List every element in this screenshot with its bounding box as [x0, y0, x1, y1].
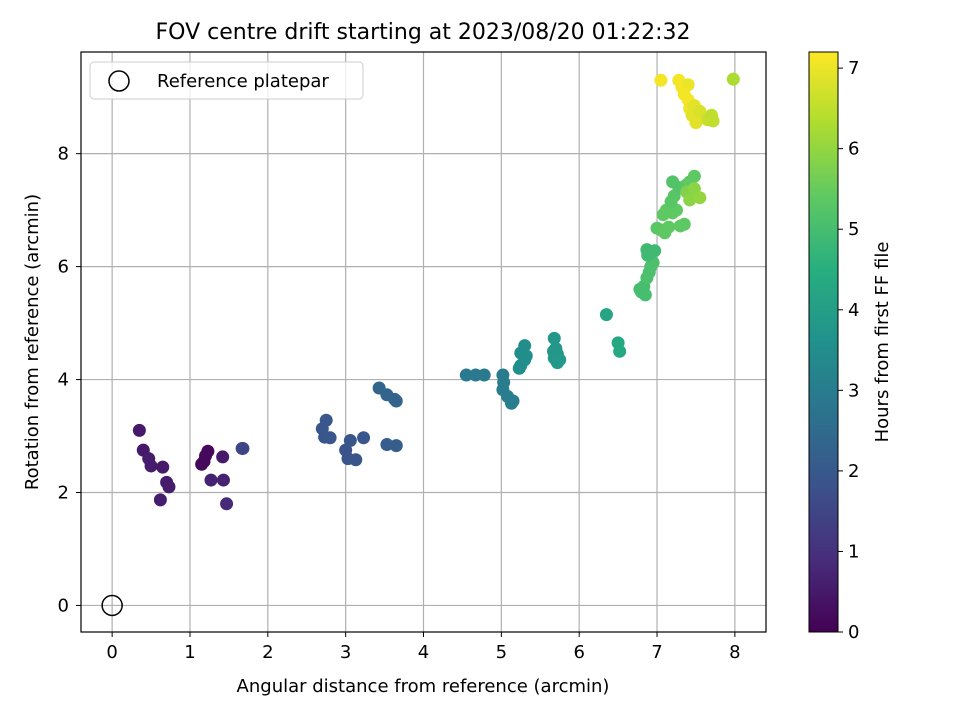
y-tick-label: 8 — [58, 144, 69, 165]
colorbar-ticks: 0 1 2 3 4 5 6 7 — [838, 58, 859, 643]
y-axis-ticks: 0 2 4 6 8 — [58, 144, 81, 616]
y-axis-label: Rotation from reference (arcmin) — [22, 194, 43, 490]
data-point — [216, 450, 230, 464]
data-point — [648, 244, 662, 258]
data-point — [662, 220, 676, 234]
colorbar-tick-label: 1 — [848, 541, 859, 562]
colorbar-tick-label: 7 — [848, 58, 859, 79]
data-point — [319, 413, 333, 427]
y-tick-label: 0 — [58, 595, 69, 616]
x-axis-label: Angular distance from reference (arcmin) — [237, 676, 610, 697]
data-point — [156, 460, 170, 474]
data-point — [654, 73, 668, 87]
x-tick-label: 3 — [340, 642, 351, 663]
data-points — [132, 72, 740, 511]
colorbar-tick-label: 0 — [848, 622, 859, 643]
data-point — [349, 453, 363, 467]
x-tick-label: 8 — [729, 642, 740, 663]
data-point — [216, 473, 230, 487]
data-point — [599, 308, 613, 322]
colorbar-gradient — [808, 51, 839, 633]
colorbar-tick-label: 4 — [848, 300, 859, 321]
colorbar-tick-label: 3 — [848, 380, 859, 401]
y-tick-label: 6 — [58, 257, 69, 278]
x-tick-label: 6 — [573, 642, 584, 663]
data-point — [613, 344, 627, 358]
data-point — [220, 497, 234, 511]
reference-platepar-marker — [101, 594, 123, 617]
data-point — [389, 439, 403, 453]
data-point — [677, 217, 691, 231]
data-point — [519, 349, 533, 363]
colorbar-tick-label: 5 — [848, 219, 859, 240]
data-point — [546, 344, 560, 358]
y-tick-label: 2 — [58, 483, 69, 504]
data-point — [343, 434, 357, 448]
colorbar: 0 1 2 3 4 5 6 7 Hours from first FF file — [808, 51, 893, 643]
legend-box — [89, 61, 364, 100]
data-point — [153, 493, 167, 507]
data-point — [693, 104, 707, 118]
legend-entry-reference-platepar: Reference platepar — [157, 71, 329, 92]
data-point — [323, 431, 337, 445]
data-point — [144, 459, 158, 473]
data-point — [357, 431, 371, 445]
data-point — [459, 368, 473, 382]
data-point — [201, 444, 215, 458]
data-point — [389, 394, 403, 408]
data-point — [547, 331, 561, 345]
chart-title: FOV centre drift starting at 2023/08/20 … — [156, 20, 691, 45]
data-point — [706, 114, 720, 128]
data-point — [504, 396, 518, 410]
colorbar-tick-label: 6 — [848, 139, 859, 160]
grid — [81, 52, 766, 632]
data-point — [693, 191, 707, 205]
data-point — [689, 116, 703, 130]
data-point — [204, 473, 218, 487]
data-point — [518, 339, 532, 353]
x-tick-label: 2 — [262, 642, 273, 663]
colorbar-label: Hours from first FF file — [872, 242, 893, 443]
legend: Reference platepar — [89, 61, 364, 100]
x-tick-label: 5 — [496, 642, 507, 663]
x-tick-label: 1 — [184, 642, 195, 663]
colorbar-tick-label: 2 — [848, 461, 859, 482]
x-tick-label: 7 — [651, 642, 662, 663]
data-point — [236, 441, 250, 455]
x-tick-label: 4 — [418, 642, 429, 663]
y-tick-label: 4 — [58, 370, 69, 391]
data-point — [687, 169, 701, 183]
x-tick-label: 0 — [106, 642, 117, 663]
x-axis-ticks: 0 1 2 3 4 5 6 7 8 — [106, 632, 741, 663]
data-point — [683, 193, 697, 207]
data-point — [726, 72, 740, 86]
legend-marker — [108, 70, 130, 92]
data-point — [162, 480, 176, 494]
data-point — [132, 423, 146, 437]
data-point — [477, 368, 491, 382]
